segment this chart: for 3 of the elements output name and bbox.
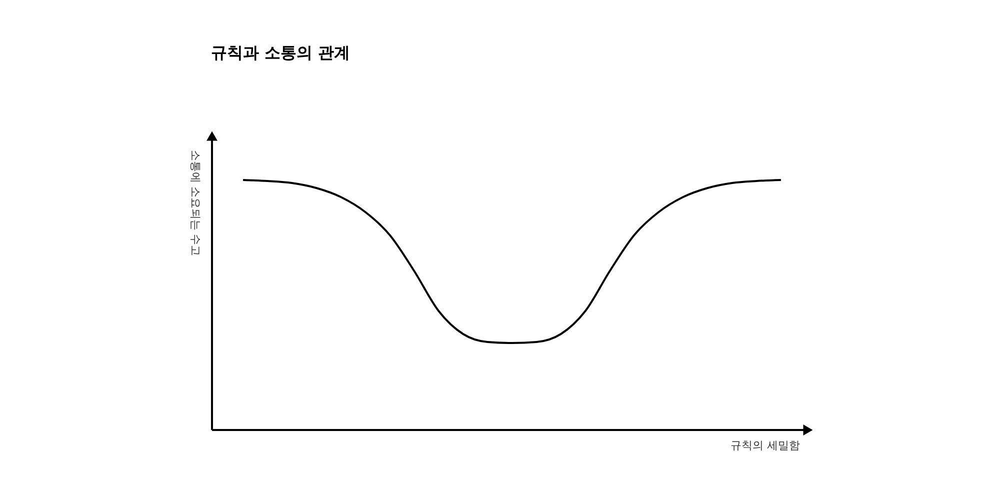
y-axis-title: 소통에 소요되는 수고 xyxy=(189,150,202,256)
x-axis-title: 규칙의 세밀함 xyxy=(730,439,800,452)
chart-title: 규칙과 소통의 관계 xyxy=(211,43,350,62)
